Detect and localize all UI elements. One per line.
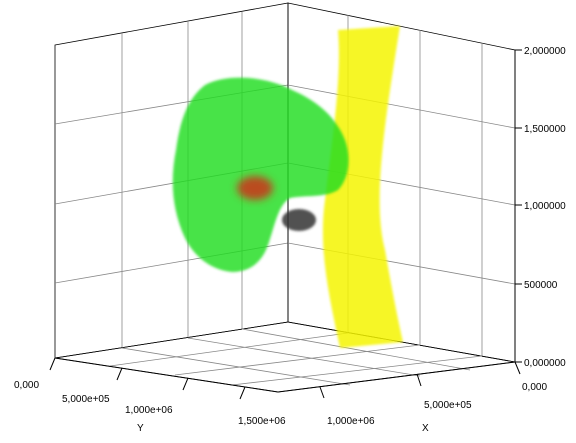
y-tick-label: 0,000 xyxy=(14,380,39,391)
y-tick-label: 1,500e+06 xyxy=(238,416,286,427)
z-tick-label: 2,000000 xyxy=(524,46,566,57)
x-tick-label: 1,000e+06 xyxy=(327,416,375,427)
z-tick-label: 500000 xyxy=(524,280,558,291)
red-core[interactable] xyxy=(237,176,273,200)
x-tick-label: 0,000 xyxy=(522,382,547,393)
x-tick-labels: 1,000e+06 5,000e+05 0,000 X xyxy=(327,382,547,434)
y-axis-ticks xyxy=(49,357,246,400)
green-volume[interactable] xyxy=(172,77,349,272)
z-tick-labels: 2,000000 1,500000 1,000000 500000 0,0000… xyxy=(524,46,566,369)
yellow-sheet[interactable] xyxy=(322,26,403,348)
y-tick-labels: 0,000 5,000e+05 1,000e+06 1,500e+06 Y xyxy=(14,380,286,434)
z-tick-label: 1,000000 xyxy=(524,201,566,212)
x-tick-label: 5,000e+05 xyxy=(424,400,472,411)
x-axis-label: X xyxy=(422,423,429,434)
y-tick-label: 5,000e+05 xyxy=(62,394,110,405)
z-tick-label: 0,000000 xyxy=(524,358,566,369)
y-axis-label: Y xyxy=(137,423,144,434)
z-axis-ticks xyxy=(515,49,522,363)
gray-blob[interactable] xyxy=(282,209,316,231)
z-tick-label: 1,500000 xyxy=(524,124,566,135)
y-tick-label: 1,000e+06 xyxy=(125,405,173,416)
floor-grid xyxy=(54,321,516,393)
x-axis-ticks xyxy=(319,361,521,399)
front-axes xyxy=(54,50,516,393)
